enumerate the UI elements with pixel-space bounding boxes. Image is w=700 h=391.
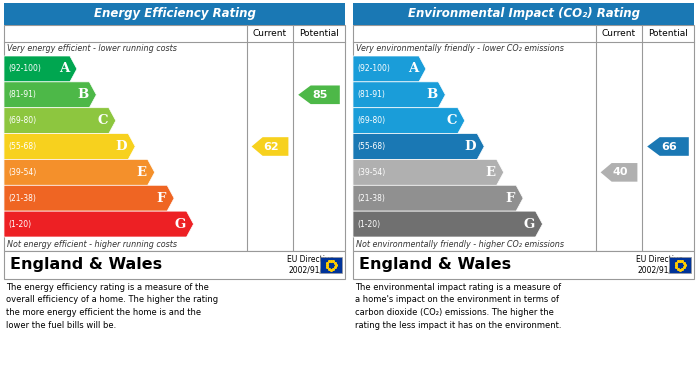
FancyBboxPatch shape <box>4 3 345 25</box>
FancyBboxPatch shape <box>353 3 694 25</box>
Text: B: B <box>426 88 438 101</box>
Polygon shape <box>601 163 638 182</box>
FancyBboxPatch shape <box>4 251 345 279</box>
Polygon shape <box>251 137 288 156</box>
Text: C: C <box>447 114 457 127</box>
Text: G: G <box>524 217 535 231</box>
Polygon shape <box>648 137 689 156</box>
Text: (69-80): (69-80) <box>357 116 385 125</box>
Text: (92-100): (92-100) <box>357 65 390 74</box>
Text: England & Wales: England & Wales <box>10 258 162 273</box>
Text: Energy Efficiency Rating: Energy Efficiency Rating <box>94 7 256 20</box>
Polygon shape <box>353 134 484 160</box>
Text: 40: 40 <box>612 167 628 178</box>
Text: D: D <box>465 140 476 153</box>
Text: (21-38): (21-38) <box>357 194 385 203</box>
Polygon shape <box>353 160 504 185</box>
FancyBboxPatch shape <box>320 257 342 273</box>
Polygon shape <box>4 185 174 211</box>
Text: (92-100): (92-100) <box>8 65 41 74</box>
Text: EU Directive: EU Directive <box>636 255 684 264</box>
Text: Environmental Impact (CO₂) Rating: Environmental Impact (CO₂) Rating <box>407 7 640 20</box>
Text: 66: 66 <box>662 142 677 151</box>
Text: Very environmentally friendly - lower CO₂ emissions: Very environmentally friendly - lower CO… <box>356 44 564 53</box>
Polygon shape <box>4 56 77 82</box>
Text: Potential: Potential <box>299 29 339 38</box>
Polygon shape <box>298 86 340 104</box>
Text: EU Directive: EU Directive <box>288 255 335 264</box>
Text: Not environmentally friendly - higher CO₂ emissions: Not environmentally friendly - higher CO… <box>356 240 564 249</box>
FancyBboxPatch shape <box>353 251 694 279</box>
Text: (39-54): (39-54) <box>8 168 36 177</box>
Text: 62: 62 <box>263 142 279 151</box>
Text: 85: 85 <box>313 90 328 100</box>
Text: Current: Current <box>602 29 636 38</box>
Text: 2002/91/EC: 2002/91/EC <box>638 265 682 274</box>
Text: Current: Current <box>253 29 287 38</box>
Polygon shape <box>353 56 426 82</box>
FancyBboxPatch shape <box>353 25 694 251</box>
Polygon shape <box>4 108 116 134</box>
Text: (39-54): (39-54) <box>357 168 385 177</box>
Polygon shape <box>4 211 193 237</box>
Polygon shape <box>353 82 445 108</box>
Text: E: E <box>136 166 147 179</box>
Polygon shape <box>4 134 135 160</box>
Text: Very energy efficient - lower running costs: Very energy efficient - lower running co… <box>7 44 177 53</box>
FancyBboxPatch shape <box>4 25 345 251</box>
Text: A: A <box>407 63 418 75</box>
Text: The environmental impact rating is a measure of
a home's impact on the environme: The environmental impact rating is a mea… <box>355 283 561 330</box>
Text: C: C <box>97 114 108 127</box>
Text: E: E <box>486 166 496 179</box>
Polygon shape <box>4 82 97 108</box>
Text: A: A <box>59 63 69 75</box>
Polygon shape <box>353 211 542 237</box>
Text: B: B <box>77 88 88 101</box>
Text: (55-68): (55-68) <box>8 142 36 151</box>
Polygon shape <box>4 160 155 185</box>
Polygon shape <box>353 185 523 211</box>
Polygon shape <box>353 108 465 134</box>
Text: 2002/91/EC: 2002/91/EC <box>289 265 333 274</box>
Text: (81-91): (81-91) <box>357 90 385 99</box>
Text: G: G <box>174 217 186 231</box>
Text: F: F <box>505 192 515 205</box>
Text: (1-20): (1-20) <box>8 220 31 229</box>
FancyBboxPatch shape <box>669 257 691 273</box>
Text: Not energy efficient - higher running costs: Not energy efficient - higher running co… <box>7 240 177 249</box>
Text: D: D <box>116 140 127 153</box>
Text: England & Wales: England & Wales <box>359 258 511 273</box>
Text: (1-20): (1-20) <box>357 220 380 229</box>
Text: The energy efficiency rating is a measure of the
overall efficiency of a home. T: The energy efficiency rating is a measur… <box>6 283 218 330</box>
Text: (55-68): (55-68) <box>357 142 385 151</box>
Text: (21-38): (21-38) <box>8 194 36 203</box>
Text: (69-80): (69-80) <box>8 116 36 125</box>
Text: F: F <box>157 192 166 205</box>
Text: (81-91): (81-91) <box>8 90 36 99</box>
Text: Potential: Potential <box>648 29 688 38</box>
